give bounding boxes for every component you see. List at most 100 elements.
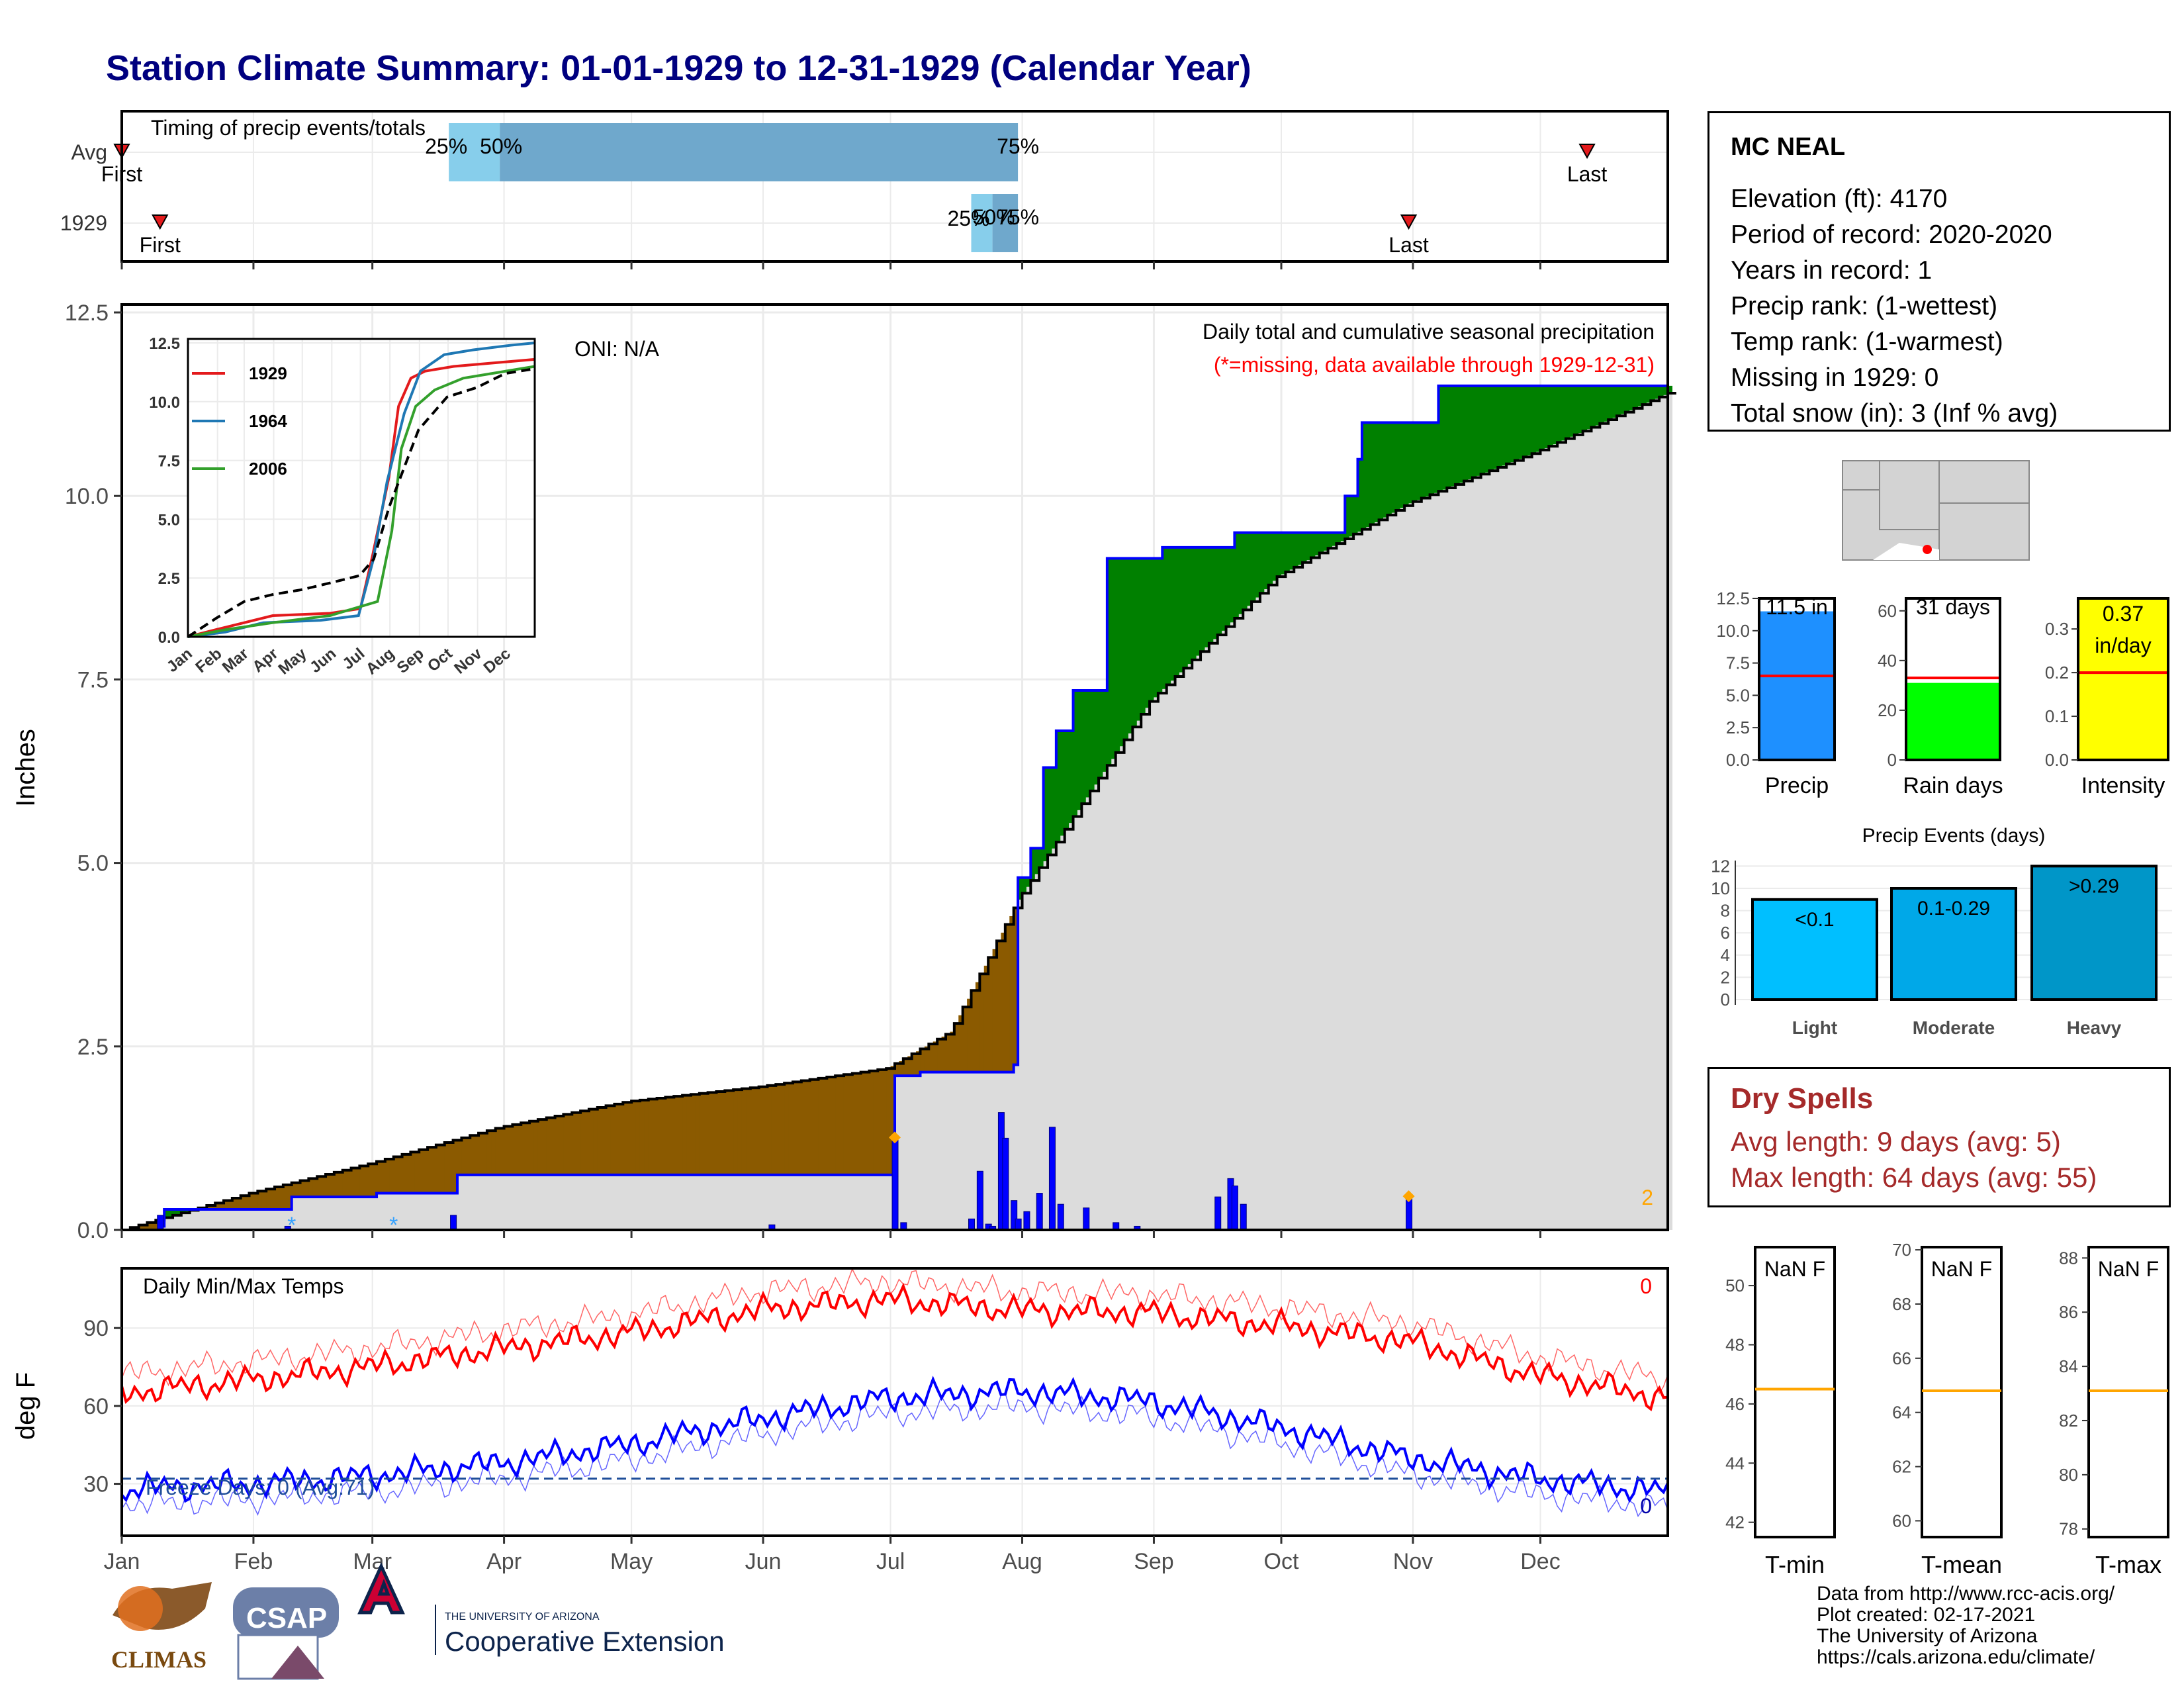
normal-area-slice	[1489, 471, 1494, 1230]
events-ytick-label: 12	[1711, 856, 1730, 876]
below-normal-slice	[266, 1189, 271, 1209]
normal-area-slice	[593, 1174, 598, 1230]
normal-area-slice	[1306, 560, 1312, 1230]
normal-area-slice	[958, 1072, 964, 1230]
below-normal-slice	[240, 1196, 246, 1209]
normal-area-slice	[1243, 610, 1248, 1230]
csap-logo-text: CSAP	[246, 1602, 328, 1634]
below-normal-slice	[1013, 908, 1019, 1065]
normal-area-slice	[1574, 434, 1579, 1231]
above-normal-slice	[1633, 385, 1639, 408]
events-bar-label: >0.29	[2069, 875, 2119, 897]
below-normal-slice	[657, 1098, 662, 1175]
above-normal-slice	[1612, 385, 1617, 418]
normal-area-slice	[1060, 835, 1066, 1230]
above-normal-slice	[1340, 532, 1345, 541]
month-label: Oct	[1264, 1549, 1299, 1574]
above-normal-slice	[1099, 690, 1104, 778]
normal-area-slice	[1315, 555, 1320, 1230]
precip-title: Daily total and cumulative seasonal prec…	[1203, 320, 1655, 344]
normal-area-slice	[1285, 572, 1291, 1230]
normal-area-slice	[835, 1174, 841, 1230]
below-normal-slice	[975, 982, 980, 1072]
rain-days-ytick-label: 60	[1878, 601, 1897, 621]
above-normal-slice	[1553, 385, 1558, 445]
intensity-ytick-label: 0.1	[2045, 706, 2069, 726]
timing-bar-q25-q50	[971, 194, 993, 252]
normal-area-slice	[1485, 472, 1490, 1230]
inset-border	[187, 338, 536, 638]
above-normal-slice	[1549, 385, 1554, 447]
temp-box-t-mean	[1921, 1246, 2003, 1538]
temp-box-ytick-label: 44	[1725, 1453, 1745, 1473]
timing-q75-label: 75%	[997, 205, 1039, 229]
normal-area-slice	[1141, 714, 1146, 1230]
normal-area-slice	[1158, 693, 1163, 1230]
normal-area-slice	[478, 1174, 484, 1230]
normal-area-slice	[198, 1209, 203, 1230]
below-normal-slice	[937, 1039, 942, 1072]
normal-area-slice	[555, 1174, 560, 1230]
normal-area-slice	[249, 1209, 254, 1230]
normal-area-slice	[1345, 538, 1350, 1230]
normal-cumulative-line	[122, 391, 1676, 1231]
above-normal-slice	[1412, 422, 1418, 502]
below-normal-slice	[635, 1100, 641, 1175]
below-normal-slice	[809, 1079, 815, 1175]
below-normal-slice	[270, 1188, 275, 1209]
normal-area-slice	[610, 1174, 615, 1230]
normal-area-slice	[665, 1174, 670, 1230]
above-normal-slice	[1141, 558, 1146, 714]
normal-area-slice	[720, 1174, 725, 1230]
below-normal-slice	[767, 1085, 772, 1175]
below-normal-slice	[962, 1007, 968, 1072]
events-ytick-label: 2	[1721, 967, 1730, 987]
normal-area-slice	[164, 1217, 169, 1230]
intensity-ytick-label: 0.3	[2045, 619, 2069, 639]
normal-area-slice	[979, 1072, 985, 1230]
climas-logo-text: CLIMAS	[111, 1646, 207, 1673]
normal-area-slice	[878, 1174, 883, 1230]
normal-area-slice	[465, 1174, 471, 1230]
above-normal-slice	[1090, 690, 1095, 791]
below-normal-slice	[648, 1099, 653, 1175]
inset-legend-label: 1929	[249, 363, 287, 383]
above-normal-slice	[1273, 532, 1278, 581]
normal-area-slice	[296, 1197, 301, 1230]
above-normal-slice	[1519, 385, 1524, 459]
above-normal-slice	[1638, 385, 1643, 406]
timing-row-label: 1929	[60, 211, 107, 235]
normal-area-slice	[1668, 393, 1673, 1230]
timing-title: Timing of precip events/totals	[151, 116, 426, 140]
temp-box-ytick-label: 64	[1892, 1403, 1911, 1423]
rain-days-bar	[1906, 682, 2000, 760]
below-normal-slice	[500, 1127, 505, 1175]
normal-area-slice	[1145, 708, 1150, 1230]
above-normal-slice	[1145, 558, 1150, 708]
month-label: Mar	[353, 1549, 392, 1574]
normal-area-slice	[983, 1072, 989, 1230]
above-normal-slice	[1561, 385, 1567, 441]
events-category-label: Heavy	[2067, 1017, 2122, 1038]
below-normal-slice	[899, 1060, 904, 1076]
normal-area-slice	[1480, 474, 1486, 1230]
below-normal-slice	[763, 1086, 768, 1175]
below-normal-slice	[971, 990, 976, 1072]
inset-series-1964	[187, 342, 535, 638]
below-normal-slice	[758, 1086, 764, 1175]
below-normal-slice	[737, 1089, 743, 1175]
below-normal-slice	[958, 1015, 964, 1072]
below-normal-slice	[933, 1041, 938, 1072]
normal-area-slice	[644, 1174, 649, 1230]
normal-area-slice	[584, 1174, 590, 1230]
precip-total-category-label: Precip	[1765, 773, 1829, 798]
normal-area-slice	[1179, 672, 1184, 1230]
below-normal-slice	[465, 1137, 471, 1175]
tmax-line	[120, 1282, 1668, 1411]
below-normal-slice	[631, 1101, 637, 1175]
precip-ytick-label: 5.0	[77, 851, 109, 876]
normal-area-slice	[261, 1209, 267, 1230]
above-normal-slice	[1591, 385, 1596, 428]
normal-area-slice	[1226, 626, 1231, 1230]
normal-area-slice	[588, 1174, 594, 1230]
